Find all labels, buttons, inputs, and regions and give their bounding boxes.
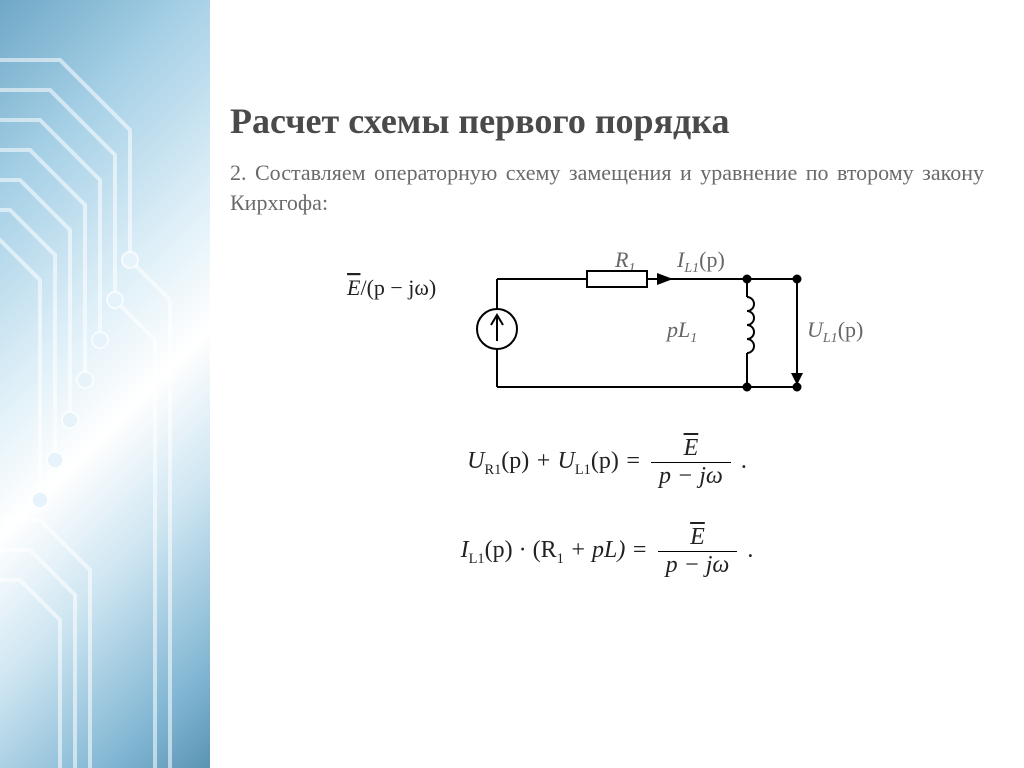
slide-subtitle: 2. Составляем операторную схему замещени… [230,158,984,217]
circuit-trace-art [0,0,210,768]
equation-2: IL1(p) · (R1 + pL) = E p − jω . [230,524,984,579]
svg-text:IL1(p): IL1(p) [676,247,725,276]
svg-text:E/(p − jω): E/(p − jω) [346,275,436,300]
svg-text:pL1: pL1 [665,317,697,346]
slide-content: Расчет схемы первого порядка 2. Составля… [210,0,1024,768]
svg-text:UL1(p): UL1(p) [807,317,863,346]
slide-title: Расчет схемы первого порядка [230,100,984,142]
equation-1: UR1(p) + UL1(p) = E p − jω . [230,435,984,490]
decorative-sidebar [0,0,210,768]
circuit-diagram: E/(p − jω) R1 IL1(p) pL1 UL1(p) [327,237,887,407]
